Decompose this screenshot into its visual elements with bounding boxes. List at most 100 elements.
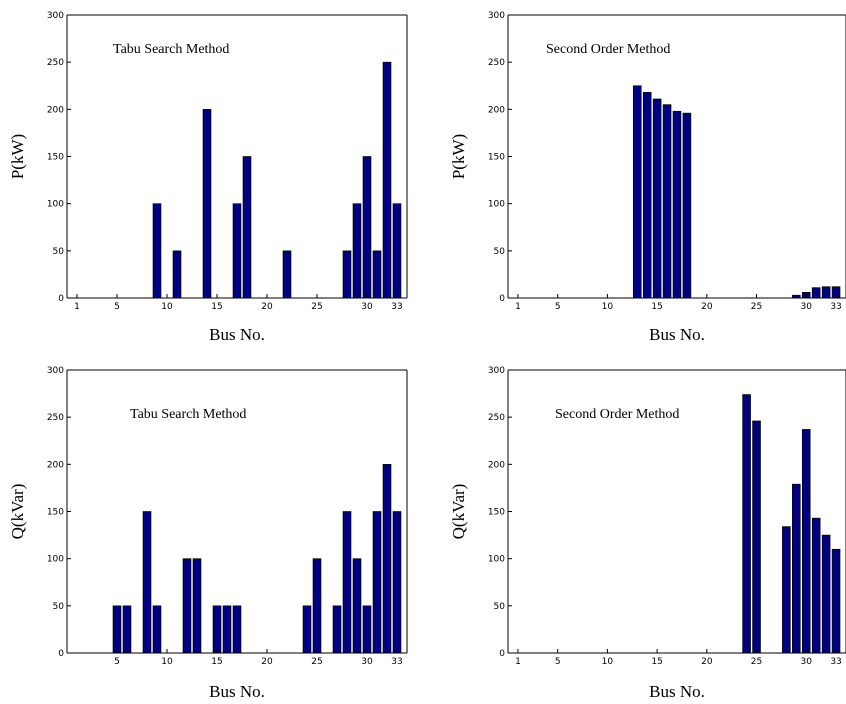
x-tick-label: 30: [801, 657, 813, 667]
bar-bus-8: [142, 511, 152, 654]
bar-bus-30: [362, 156, 372, 299]
x-tick-label: 5: [555, 657, 561, 667]
chart-title: Second Order Method: [555, 407, 679, 422]
bar-bus-30: [801, 429, 811, 654]
bar-bus-6: [122, 605, 132, 654]
bar-bus-17: [232, 203, 242, 299]
bar-bus-28: [782, 526, 791, 654]
x-tick-label: 25: [751, 657, 762, 667]
y-tick-label: 150: [488, 508, 505, 518]
y-tick-label: 50: [53, 247, 65, 257]
y-tick-label: 0: [58, 294, 64, 304]
bar-bus-25: [312, 558, 322, 654]
x-tick-label: 30: [361, 657, 373, 667]
bar-bus-14: [642, 92, 652, 299]
x-tick-label: 1: [74, 302, 80, 312]
y-axis-label: Q(kVar): [449, 484, 468, 540]
x-tick-label: 33: [830, 302, 841, 312]
x-tick-label: 5: [114, 657, 120, 667]
x-tick-label: 20: [261, 302, 273, 312]
bar-bus-32: [821, 286, 831, 299]
bar-bus-28: [342, 250, 352, 299]
bar-bus-33: [831, 548, 841, 654]
y-tick-label: 300: [47, 366, 64, 376]
y-tick-label: 250: [47, 413, 64, 423]
x-tick-label: 10: [161, 302, 173, 312]
bar-bus-28: [342, 511, 352, 654]
x-tick-label: 10: [161, 657, 173, 667]
y-tick-label: 250: [47, 58, 64, 68]
bar-bus-32: [382, 61, 392, 299]
bar-bus-15: [652, 98, 662, 299]
y-tick-label: 300: [488, 366, 505, 376]
x-tick-label: 15: [211, 302, 222, 312]
x-tick-label: 20: [261, 657, 273, 667]
x-axis-label: Bus No.: [649, 682, 705, 701]
bar-bus-18: [242, 156, 252, 299]
y-tick-label: 200: [488, 460, 505, 470]
x-tick-label: 10: [602, 657, 614, 667]
y-axis-label: P(kW): [8, 134, 27, 179]
x-tick-label: 10: [602, 302, 614, 312]
y-axis-label: P(kW): [449, 134, 468, 179]
bar-bus-33: [392, 511, 402, 654]
chart-title: Second Order Method: [546, 42, 670, 57]
bar-bus-17: [672, 110, 682, 299]
y-tick-label: 300: [488, 11, 505, 21]
y-tick-label: 0: [499, 294, 505, 304]
x-tick-label: 33: [391, 302, 402, 312]
bar-bus-12: [182, 558, 192, 654]
y-axis-label: Q(kVar): [8, 484, 27, 540]
bar-bus-16: [222, 605, 232, 654]
y-tick-label: 100: [47, 555, 64, 565]
bar-bus-18: [682, 112, 692, 299]
bar-bus-25: [752, 420, 761, 654]
y-tick-label: 150: [47, 153, 64, 163]
y-tick-label: 250: [488, 58, 505, 68]
x-axis-label: Bus No.: [209, 682, 265, 701]
y-tick-label: 50: [494, 602, 506, 612]
x-tick-label: 5: [114, 302, 120, 312]
x-axis-label: Bus No.: [209, 325, 265, 344]
x-axis-label: Bus No.: [649, 325, 705, 344]
bar-bus-33: [392, 203, 402, 299]
y-tick-label: 50: [494, 247, 506, 257]
bar-bus-32: [821, 534, 831, 654]
bar-bus-24: [302, 605, 312, 654]
y-tick-label: 200: [488, 105, 505, 115]
bar-bus-24: [742, 394, 751, 654]
x-tick-label: 5: [555, 302, 561, 312]
y-tick-label: 250: [488, 413, 505, 423]
x-tick-label: 33: [391, 657, 402, 667]
y-tick-label: 0: [499, 649, 505, 659]
bar-bus-29: [792, 483, 801, 654]
x-tick-label: 20: [701, 657, 713, 667]
bar-bus-29: [352, 203, 362, 299]
bar-bus-30: [362, 605, 372, 654]
bar-bus-31: [811, 287, 821, 299]
x-tick-label: 1: [515, 657, 521, 667]
x-tick-label: 30: [801, 302, 813, 312]
x-tick-label: 1: [515, 302, 521, 312]
bar-bus-29: [352, 558, 362, 654]
chart-panel-3: 0 50 100 150 200 250 300 5 10 15 20 25 30 33 Tabu Sear…: [8, 366, 408, 701]
x-tick-label: 25: [751, 302, 762, 312]
x-tick-label: 30: [361, 302, 373, 312]
bar-bus-5: [112, 605, 122, 654]
bar-bus-27: [332, 605, 342, 654]
bar-bus-13: [632, 85, 642, 299]
bar-bus-22: [282, 250, 292, 299]
y-tick-label: 300: [47, 11, 64, 21]
x-tick-label: 15: [211, 657, 222, 667]
y-tick-label: 100: [488, 555, 505, 565]
bar-bus-31: [372, 250, 382, 299]
bar-bus-14: [202, 109, 212, 299]
x-tick-label: 20: [701, 302, 713, 312]
bar-bus-17: [232, 605, 242, 654]
bar-bus-9: [152, 203, 162, 299]
x-tick-label: 15: [651, 302, 662, 312]
chart-title: Tabu Search Method: [130, 407, 246, 422]
